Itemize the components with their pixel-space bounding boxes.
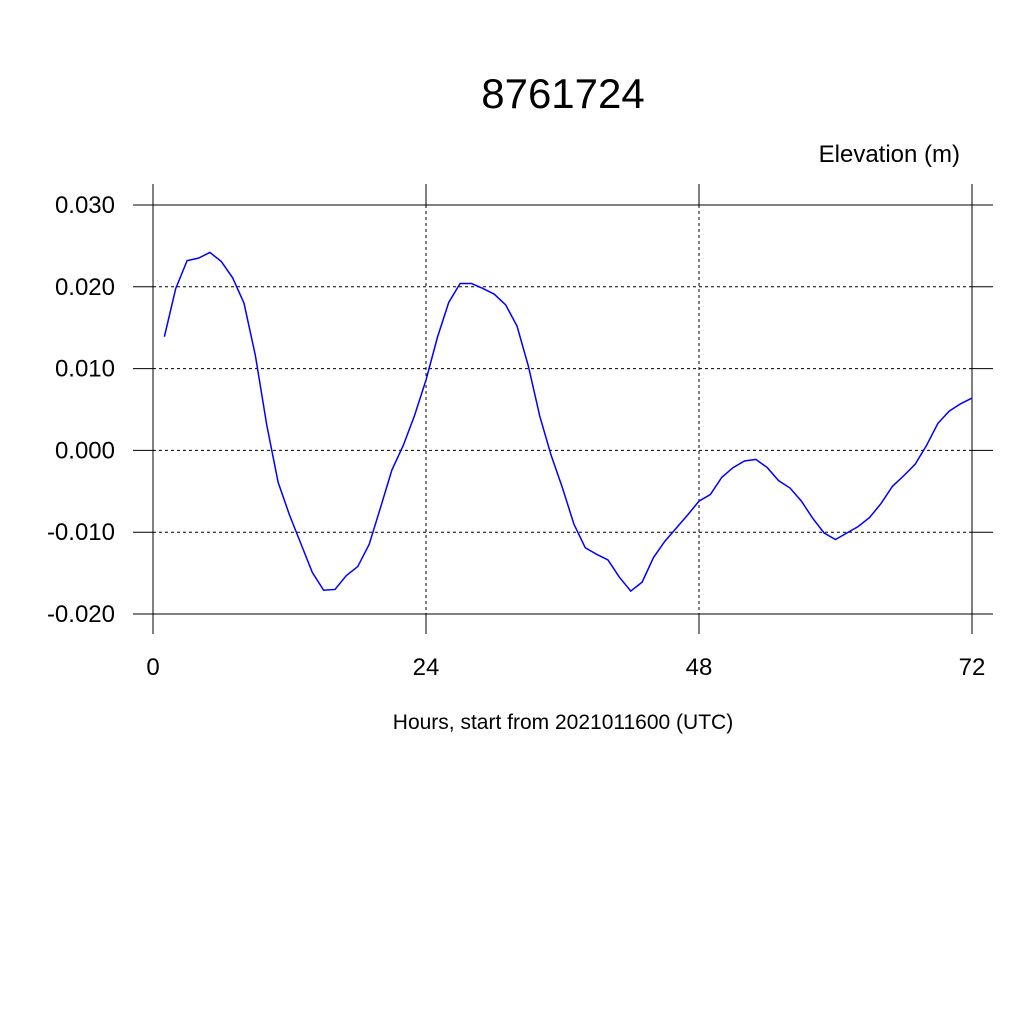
y-tick-label: 0.020 <box>55 274 115 301</box>
data-line <box>163 251 973 593</box>
chart-title: 8761724 <box>481 70 645 117</box>
y-axis-label: Elevation (m) <box>819 141 960 168</box>
y-tick-label: -0.020 <box>47 601 115 628</box>
x-tick-label: 72 <box>959 654 986 681</box>
x-tick-label: 0 <box>146 654 159 681</box>
y-tick-label: 0.010 <box>55 356 115 383</box>
x-axis-label: Hours, start from 2021011600 (UTC) <box>393 711 733 734</box>
y-tick-label: 0.030 <box>55 192 115 219</box>
y-tick-label: -0.010 <box>47 519 115 546</box>
x-tick-label: 24 <box>413 654 440 681</box>
y-tick-label: 0.000 <box>55 437 115 464</box>
x-tick-label: 48 <box>686 654 713 681</box>
